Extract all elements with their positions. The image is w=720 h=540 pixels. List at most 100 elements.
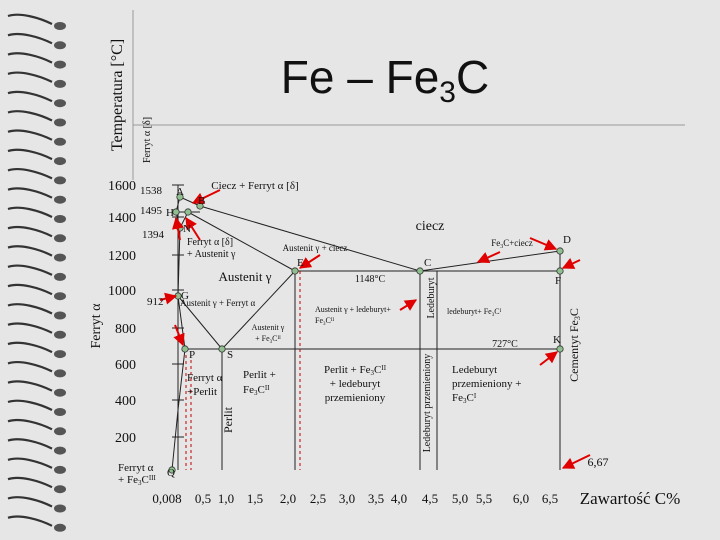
subscript: 3 (439, 76, 456, 109)
hole (54, 330, 66, 339)
hole (54, 176, 66, 185)
phase-line (177, 295, 223, 350)
text-part: 1394 (142, 229, 165, 241)
subscript: 3 (270, 340, 273, 345)
diagram-label: 912 (147, 296, 164, 308)
text-part: 1148°C (355, 274, 386, 285)
ring (7, 129, 53, 141)
subscript: 3 (573, 316, 582, 320)
arrow (539, 351, 558, 366)
text-part: C (272, 334, 277, 343)
diagram-label: + Fe3CII (255, 334, 281, 345)
diagram-label: +Perlit (187, 386, 217, 398)
ring (7, 187, 53, 199)
ring (7, 361, 53, 373)
ring (7, 283, 53, 296)
subscript: 3 (371, 369, 375, 377)
point (181, 345, 189, 353)
diagram-label: 1148°C (355, 274, 386, 285)
text-part: + Fe (255, 334, 270, 343)
superscript: II (381, 364, 386, 372)
point (176, 193, 184, 201)
hole (54, 292, 66, 301)
text-part: ciecz (416, 219, 445, 234)
point-label: P (189, 349, 195, 361)
diagram-label: Cementyt Fe3C (567, 308, 582, 382)
ring (7, 71, 53, 83)
text-part: C (141, 474, 148, 486)
diagram-label: 1394 (142, 229, 165, 241)
arrow (191, 189, 221, 204)
diagram-label: Ferryt α [δ] (187, 237, 233, 248)
arrow (172, 216, 184, 241)
ring (7, 13, 53, 25)
point (172, 208, 180, 216)
text-part: Austenit γ + ledeburyt+ (315, 305, 391, 314)
point-label: K (553, 334, 561, 346)
hole (54, 22, 66, 30)
subscript: 3 (492, 313, 495, 318)
point (184, 208, 192, 216)
point-label: N (183, 223, 191, 235)
text-part: Ferryt α (118, 462, 154, 474)
arrow (298, 254, 321, 269)
text-part: Perlit + Fe (324, 364, 371, 376)
diagram-label: 6,67 (588, 455, 609, 469)
text-part: + Austenit γ (187, 249, 236, 260)
arrow (399, 299, 418, 311)
diagram-label: Fe3CII (243, 384, 270, 397)
x-tick-label: 4,5 (422, 491, 438, 506)
text-part: przemieniony (325, 392, 386, 404)
diagram-label: Fe3C+ciecz (491, 238, 533, 250)
ring (7, 225, 53, 238)
text-part: Austenit γ + ciecz (283, 243, 348, 253)
ring (7, 110, 53, 122)
diagram-label: Fe3CII (315, 316, 335, 327)
diagram-label: Temperatura [°C] (109, 39, 126, 151)
ring (7, 418, 53, 431)
x-tick-label: 4,0 (391, 491, 407, 506)
phase-line (221, 270, 296, 350)
x-tick-label: 6,5 (542, 491, 558, 506)
text-part: Cementyt Fe (567, 320, 581, 382)
temperature-label: 1200 (108, 249, 136, 264)
arrow (529, 237, 558, 251)
ring (7, 515, 53, 527)
hole (54, 60, 66, 69)
point (416, 267, 424, 275)
ring (7, 322, 53, 334)
superscript: II (331, 318, 335, 323)
text-part: Ferryt α [δ] (187, 237, 233, 248)
text-part: Fe – Fe (281, 51, 440, 103)
diagram-label: Perlit + Fe3CII (324, 364, 387, 377)
text-part: 6,67 (588, 455, 609, 469)
text-part: Austenit γ + Ferryt α (180, 298, 256, 308)
text-part: Fe (315, 316, 323, 325)
x-tick-label: 0,5 (195, 491, 211, 506)
text-part: +Perlit (187, 386, 217, 398)
hole (54, 234, 66, 243)
diagram-label: Zawartość C% (580, 489, 681, 508)
ring (7, 32, 53, 45)
diagram-label: + Austenit γ (187, 249, 236, 260)
hole (54, 523, 66, 532)
text-part: Ferryt α [δ] (142, 117, 153, 163)
hole (54, 408, 66, 416)
temperature-label: 1000 (108, 284, 136, 299)
x-tick-label: 3,5 (368, 491, 384, 506)
arrow (476, 251, 501, 263)
subscript: 3 (254, 389, 258, 397)
x-tick-label: 0,008 (152, 491, 181, 506)
text-part: C (326, 316, 331, 325)
superscript: II (278, 336, 282, 341)
diagram-label: Ledeburyt przemieniony (422, 354, 433, 453)
point-label: S (227, 349, 233, 361)
text-part: C+ciecz (503, 238, 533, 248)
diagram-label: 1495 (140, 205, 163, 217)
diagram-label: Ciecz + Ferryt α [δ] (211, 180, 298, 192)
x-tick-label: 3,0 (339, 491, 355, 506)
point (556, 345, 564, 353)
text-part: Ciecz + Ferryt α [δ] (211, 180, 298, 192)
